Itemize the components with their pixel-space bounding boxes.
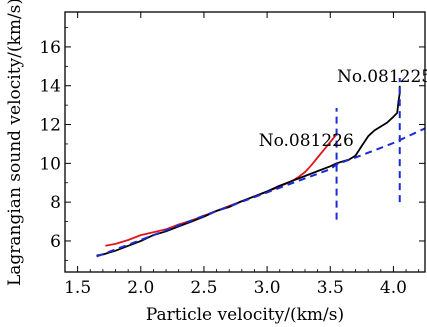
- x-tick-label: 3.5: [317, 278, 344, 298]
- annotation-no081226: No.081226: [259, 131, 354, 151]
- series-line-0: [105, 133, 338, 247]
- series-line-1: [96, 85, 401, 257]
- x-tick-label: 2.0: [127, 278, 154, 298]
- series-line-2: [96, 127, 425, 258]
- y-axis-label: Lagrangian sound velocity/(km/s): [5, 0, 25, 286]
- x-tick-label: 3.0: [254, 278, 281, 298]
- x-tick-label: 4.0: [380, 278, 407, 298]
- y-tick-label: 12: [39, 116, 61, 136]
- y-tick-label: 6: [50, 232, 61, 252]
- series-group: [96, 77, 425, 258]
- x-tick-label: 2.5: [190, 278, 217, 298]
- y-tick-label: 8: [50, 193, 61, 213]
- y-tick-label: 14: [39, 77, 61, 97]
- axes-frame: [64, 11, 426, 273]
- plot-area: [96, 77, 425, 258]
- annotation-no081225: No.081225: [337, 67, 427, 87]
- x-tick-label: 1.5: [64, 278, 91, 298]
- y-tick-label: 16: [39, 38, 61, 58]
- y-tick-label: 10: [39, 154, 61, 174]
- axis-ticks: 1.5 2.0 2.5 3.0 3.5 4.0 6 8 10 12 14 16: [39, 12, 425, 298]
- x-axis-label: Particle velocity/(km/s): [146, 305, 344, 325]
